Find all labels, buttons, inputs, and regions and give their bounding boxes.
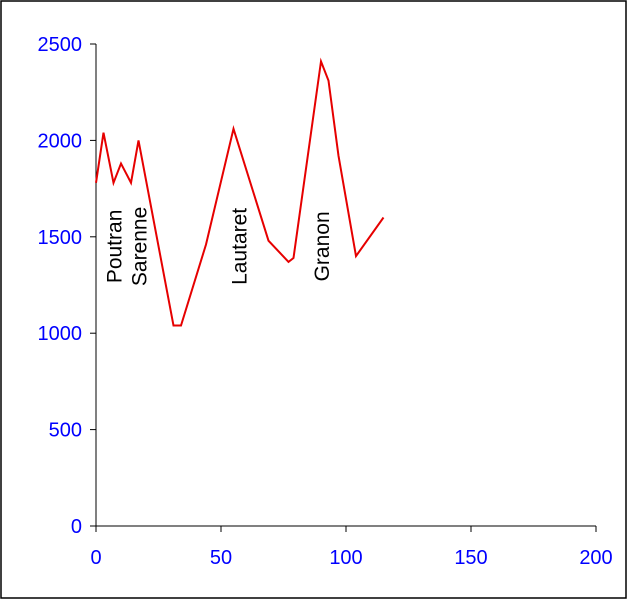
annotation-label: Lautaret bbox=[229, 208, 252, 285]
x-tick-label: 0 bbox=[90, 547, 101, 569]
annotation-label: Granon bbox=[311, 211, 334, 281]
y-tick-label: 2000 bbox=[38, 130, 83, 152]
y-tick-label: 500 bbox=[49, 420, 82, 442]
annotation-label: Poutran bbox=[104, 210, 127, 284]
x-tick-label: 50 bbox=[210, 547, 232, 569]
x-tick-label: 100 bbox=[329, 547, 362, 569]
y-tick-label: 1000 bbox=[38, 323, 83, 345]
x-tick-label: 200 bbox=[579, 547, 612, 569]
x-tick-label: 150 bbox=[454, 547, 487, 569]
y-tick-label: 2500 bbox=[38, 34, 83, 56]
y-tick-label: 1500 bbox=[38, 227, 83, 249]
annotation-label: Sarenne bbox=[129, 207, 152, 286]
y-tick-label: 0 bbox=[71, 516, 82, 538]
